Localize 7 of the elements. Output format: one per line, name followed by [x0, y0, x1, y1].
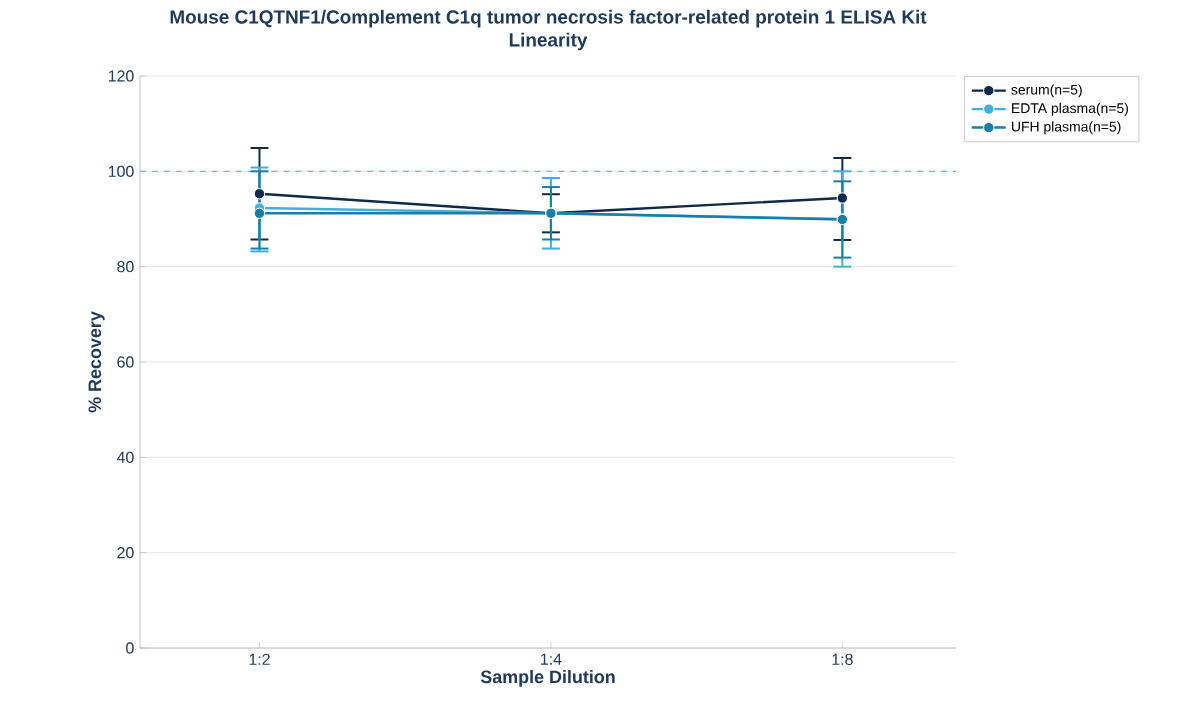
chart-subtitle: Linearity [509, 32, 588, 51]
x-axis-title: Sample Dilution [480, 670, 615, 687]
y-axis-title: % Recovery [88, 311, 105, 413]
point [253, 207, 266, 219]
chart-title: Mouse C1QTNF1/Complement C1q tumor necrosis factor-related protein 1 ELISA Kit [170, 9, 927, 28]
point [253, 188, 266, 200]
point [836, 192, 849, 204]
